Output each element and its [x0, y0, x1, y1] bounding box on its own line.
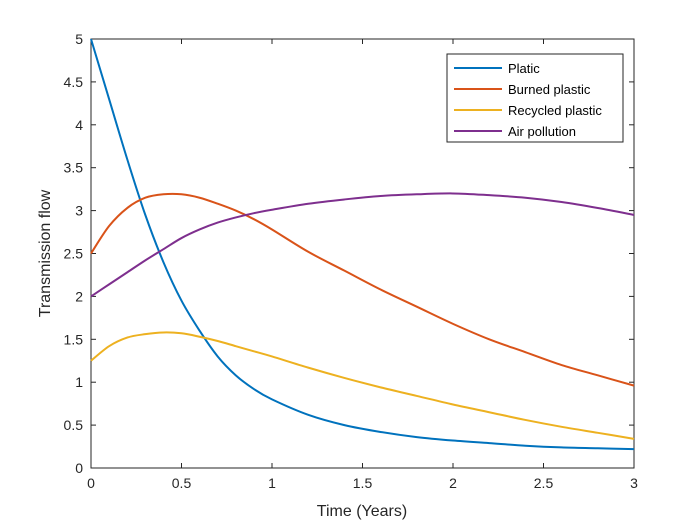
series-lines — [90, 38, 635, 451]
y-tick-label: 3.5 — [64, 160, 84, 176]
legend-label-burned-plastic: Burned plastic — [508, 82, 591, 97]
y-tick-label: 4 — [75, 117, 83, 133]
x-tick-label: 2 — [449, 475, 457, 491]
y-tick-label: 1.5 — [64, 331, 84, 347]
y-tick-label: 5 — [75, 31, 83, 47]
series-line-burned-plastic — [90, 192, 635, 387]
series-line-air-pollution — [90, 192, 635, 298]
x-tick-label: 3 — [630, 475, 638, 491]
y-tick-label: 0.5 — [64, 417, 84, 433]
legend-items: Platic Burned plastic Recycled plastic Air … — [454, 61, 602, 139]
legend-label-air-pollution: Air pollution — [508, 124, 576, 139]
y-axis-label: Transmission flow — [37, 189, 54, 317]
x-tick-label: 1.5 — [353, 475, 373, 491]
x-axis-label: Time (Years) — [317, 503, 407, 520]
y-tick-label: 2 — [75, 288, 83, 304]
series-line-recycled-plastic — [90, 331, 635, 440]
legend: Platic Burned plastic Recycled plastic Air … — [446, 53, 624, 143]
y-tick-label: 4.5 — [64, 74, 84, 90]
y-tick-label: 3 — [75, 203, 83, 219]
x-tick-label: 2.5 — [534, 475, 554, 491]
y-tick-label: 2.5 — [64, 246, 84, 262]
axis-ticks: 0 0.5 1 1.5 2 2.5 3 0 0.5 1 1.5 2 2.5 3 3.5 4 4.5 5 — [64, 31, 639, 491]
y-tick-label: 0 — [75, 460, 83, 476]
legend-label-recycled-plastic: Recycled plastic — [508, 103, 602, 118]
series-line-platic — [90, 38, 635, 451]
legend-label-platic: Platic — [508, 61, 540, 76]
x-tick-label: 1 — [268, 475, 276, 491]
x-tick-label: 0 — [87, 475, 95, 491]
x-tick-label: 0.5 — [172, 475, 192, 491]
y-tick-label: 1 — [75, 374, 83, 390]
